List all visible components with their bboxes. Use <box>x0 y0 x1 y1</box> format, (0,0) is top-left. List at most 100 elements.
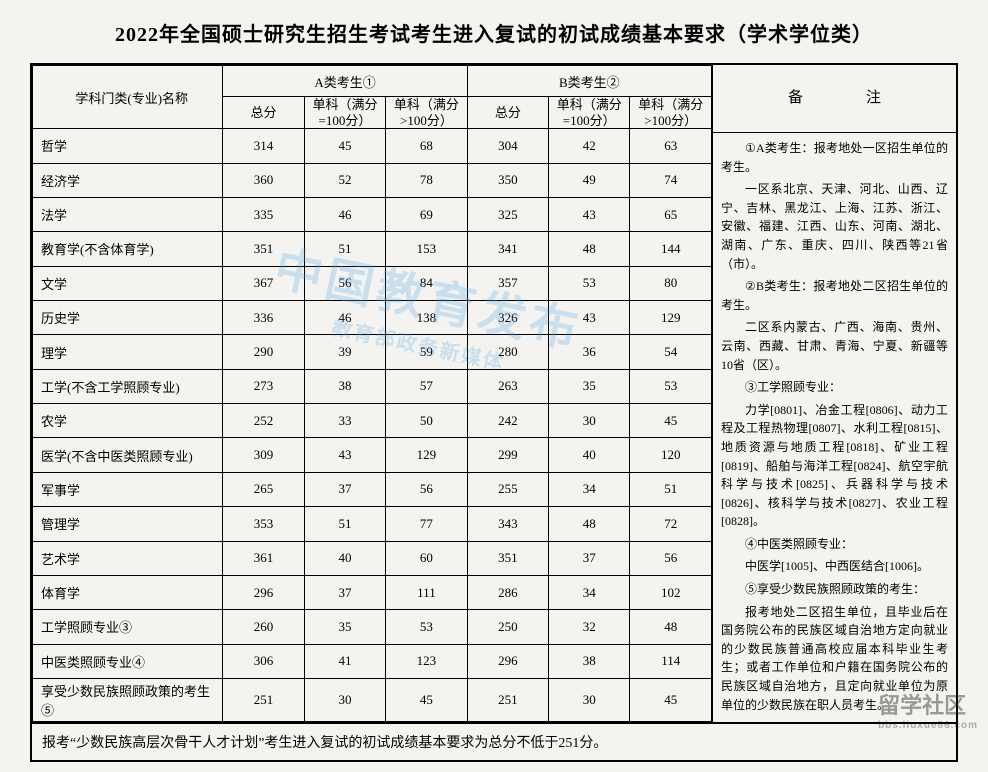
value-cell: 84 <box>386 266 467 300</box>
value-cell: 129 <box>630 300 712 334</box>
table-row: 体育学2963711128634102 <box>33 575 712 609</box>
subject-cell: 体育学 <box>33 575 223 609</box>
value-cell: 309 <box>223 438 304 472</box>
value-cell: 34 <box>548 575 629 609</box>
subject-cell: 中医类照顾专业④ <box>33 644 223 678</box>
value-cell: 37 <box>304 575 385 609</box>
value-cell: 43 <box>304 438 385 472</box>
value-cell: 40 <box>304 541 385 575</box>
value-cell: 299 <box>467 438 548 472</box>
score-table: 学科门类(专业)名称 A类考生① B类考生② 总分 单科（满分=100分） 单科… <box>32 65 712 722</box>
value-cell: 353 <box>223 507 304 541</box>
table-row: 教育学(不含体育学)3515115334148144 <box>33 232 712 266</box>
value-cell: 36 <box>548 335 629 369</box>
header-b-total: 总分 <box>467 97 548 129</box>
value-cell: 56 <box>304 266 385 300</box>
table-row: 经济学36052783504974 <box>33 163 712 197</box>
value-cell: 314 <box>223 129 304 163</box>
notes-column: 备 注 ①A类考生：报考地处一区招生单位的考生。 一区系北京、天津、河北、山西、… <box>712 65 956 722</box>
note-p7: ④中医类照顾专业： <box>721 535 948 554</box>
notes-body: ①A类考生：报考地处一区招生单位的考生。 一区系北京、天津、河北、山西、辽宁、吉… <box>713 133 956 722</box>
value-cell: 111 <box>386 575 467 609</box>
value-cell: 114 <box>630 644 712 678</box>
table-row: 医学(不含中医类照顾专业)3094312929940120 <box>33 438 712 472</box>
value-cell: 367 <box>223 266 304 300</box>
value-cell: 242 <box>467 404 548 438</box>
value-cell: 30 <box>548 404 629 438</box>
value-cell: 74 <box>630 163 712 197</box>
value-cell: 251 <box>467 678 548 721</box>
site-logo-sub: bbs.liuxue86.com <box>878 720 978 731</box>
value-cell: 45 <box>386 678 467 721</box>
subject-cell: 艺术学 <box>33 541 223 575</box>
value-cell: 46 <box>304 300 385 334</box>
value-cell: 120 <box>630 438 712 472</box>
subject-cell: 法学 <box>33 197 223 231</box>
value-cell: 30 <box>304 678 385 721</box>
value-cell: 65 <box>630 197 712 231</box>
table-row: 哲学31445683044263 <box>33 129 712 163</box>
value-cell: 290 <box>223 335 304 369</box>
value-cell: 255 <box>467 472 548 506</box>
value-cell: 335 <box>223 197 304 231</box>
note-p3: ②B类考生：报考地处二区招生单位的考生。 <box>721 277 948 314</box>
subject-cell: 军事学 <box>33 472 223 506</box>
value-cell: 56 <box>386 472 467 506</box>
value-cell: 38 <box>548 644 629 678</box>
value-cell: 57 <box>386 369 467 403</box>
header-a-s100: 单科（满分=100分） <box>304 97 385 129</box>
value-cell: 46 <box>304 197 385 231</box>
value-cell: 38 <box>304 369 385 403</box>
subject-cell: 工学照顾专业③ <box>33 610 223 644</box>
site-logo-main: 留学社区 <box>878 693 966 718</box>
header-groupA: A类考生① <box>223 66 467 97</box>
value-cell: 138 <box>386 300 467 334</box>
header-a-total: 总分 <box>223 97 304 129</box>
value-cell: 41 <box>304 644 385 678</box>
value-cell: 341 <box>467 232 548 266</box>
subject-cell: 理学 <box>33 335 223 369</box>
table-row: 工学照顾专业③26035532503248 <box>33 610 712 644</box>
table-row: 文学36756843575380 <box>33 266 712 300</box>
subject-cell: 教育学(不含体育学) <box>33 232 223 266</box>
value-cell: 351 <box>467 541 548 575</box>
value-cell: 37 <box>304 472 385 506</box>
value-cell: 304 <box>467 129 548 163</box>
table-row: 管理学35351773434872 <box>33 507 712 541</box>
value-cell: 250 <box>467 610 548 644</box>
subject-cell: 历史学 <box>33 300 223 334</box>
value-cell: 251 <box>223 678 304 721</box>
value-cell: 51 <box>304 232 385 266</box>
value-cell: 39 <box>304 335 385 369</box>
value-cell: 326 <box>467 300 548 334</box>
note-p2: 一区系北京、天津、河北、山西、辽宁、吉林、黑龙江、上海、江苏、浙江、安徽、福建、… <box>721 180 948 273</box>
value-cell: 265 <box>223 472 304 506</box>
value-cell: 49 <box>548 163 629 197</box>
value-cell: 129 <box>386 438 467 472</box>
value-cell: 53 <box>548 266 629 300</box>
value-cell: 48 <box>630 610 712 644</box>
value-cell: 48 <box>548 232 629 266</box>
value-cell: 35 <box>548 369 629 403</box>
table-row: 艺术学36140603513756 <box>33 541 712 575</box>
subject-cell: 医学(不含中医类照顾专业) <box>33 438 223 472</box>
subject-cell: 经济学 <box>33 163 223 197</box>
value-cell: 260 <box>223 610 304 644</box>
header-subject: 学科门类(专业)名称 <box>33 66 223 129</box>
page-title: 2022年全国硕士研究生招生考试考生进入复试的初试成绩基本要求（学术学位类） <box>30 18 958 47</box>
value-cell: 296 <box>467 644 548 678</box>
value-cell: 351 <box>223 232 304 266</box>
note-p9: ⑤享受少数民族照顾政策的考生： <box>721 580 948 599</box>
main-panel: 学科门类(专业)名称 A类考生① B类考生② 总分 单科（满分=100分） 单科… <box>30 63 958 724</box>
header-b-s100: 单科（满分=100分） <box>548 97 629 129</box>
value-cell: 280 <box>467 335 548 369</box>
value-cell: 350 <box>467 163 548 197</box>
value-cell: 45 <box>630 404 712 438</box>
value-cell: 343 <box>467 507 548 541</box>
value-cell: 51 <box>304 507 385 541</box>
value-cell: 34 <box>548 472 629 506</box>
value-cell: 72 <box>630 507 712 541</box>
value-cell: 357 <box>467 266 548 300</box>
value-cell: 63 <box>630 129 712 163</box>
value-cell: 51 <box>630 472 712 506</box>
